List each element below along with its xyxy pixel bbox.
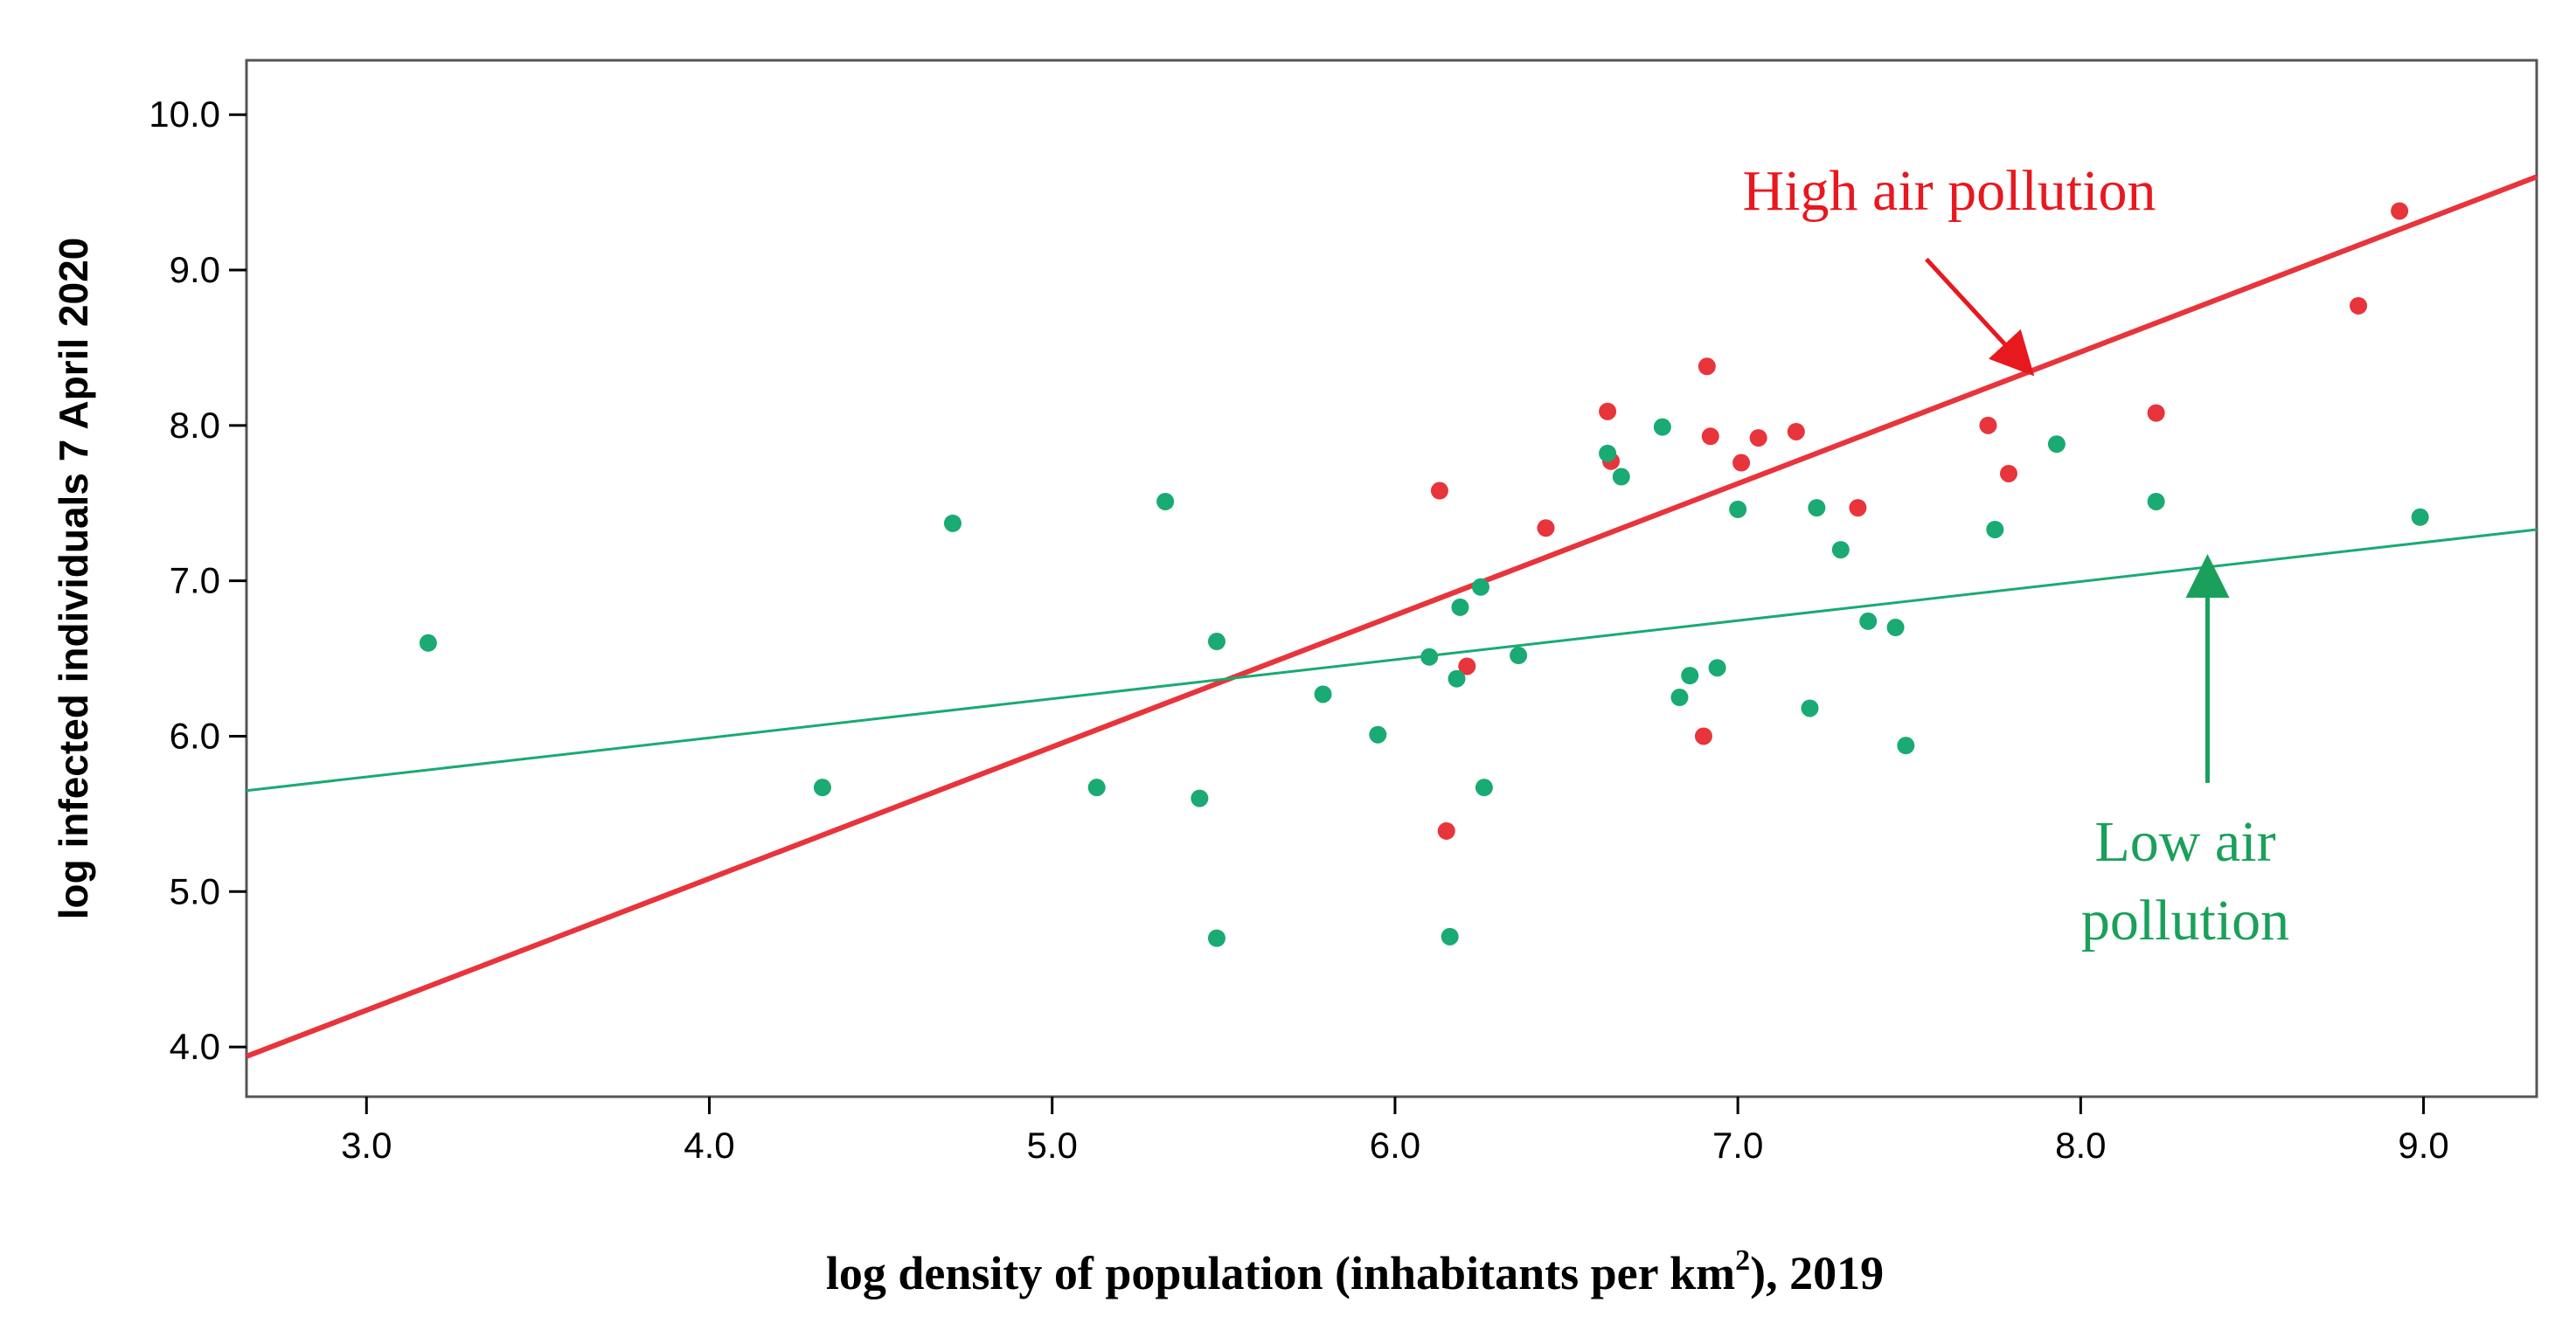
low-pollution-point bbox=[1156, 492, 1175, 510]
low-pollution-point bbox=[1670, 689, 1689, 707]
high-pollution-point bbox=[1458, 657, 1476, 675]
low-pollution-point bbox=[1708, 659, 1726, 677]
fit-lines bbox=[245, 174, 2538, 1059]
low-pollution-point bbox=[1729, 500, 1747, 518]
x-tick-label: 3.0 bbox=[341, 1125, 392, 1166]
low-pollution-point bbox=[1471, 578, 1489, 596]
low-pollution-point bbox=[1420, 648, 1439, 666]
low-pollution-point bbox=[2411, 508, 2429, 526]
x-axis: 3.0 4.0 5.0 6.0 7.0 8.0 9.0 bbox=[341, 1097, 2449, 1166]
high-pollution-point bbox=[2391, 202, 2409, 220]
low-pollution-point bbox=[1986, 520, 2004, 538]
x-tick-label: 9.0 bbox=[2398, 1125, 2448, 1166]
plot-frame bbox=[245, 59, 2538, 1098]
y-tick-label: 8.0 bbox=[170, 405, 220, 446]
low-pollution-point bbox=[1087, 779, 1106, 797]
low-pollution-point bbox=[1801, 699, 1819, 717]
high-pollution-point bbox=[1694, 727, 1712, 745]
high-pollution-point bbox=[1437, 821, 1455, 840]
low-pollution-point bbox=[1681, 667, 1699, 685]
x-axis-title-superscript: 2 bbox=[1735, 1244, 1750, 1277]
y-tick-label: 7.0 bbox=[170, 560, 220, 601]
low-pollution-point bbox=[1207, 929, 1226, 947]
low-pollution-point bbox=[1441, 927, 1459, 946]
low-pollution-label-line2: pollution bbox=[2081, 889, 2289, 953]
low-pollution-point bbox=[2047, 435, 2066, 454]
y-axis-title: log infected individuals 7 April 2020 bbox=[51, 238, 96, 920]
low-pollution-point bbox=[1448, 669, 1466, 688]
x-tick-label: 7.0 bbox=[1712, 1125, 1763, 1166]
high-pollution-point bbox=[2350, 296, 2368, 315]
high-pollution-point bbox=[1787, 422, 1805, 440]
x-tick-label: 6.0 bbox=[1370, 1125, 1420, 1166]
high-pollution-fit-line bbox=[245, 174, 2538, 1059]
x-tick-label: 5.0 bbox=[1027, 1125, 1078, 1166]
y-tick-label: 4.0 bbox=[170, 1026, 220, 1067]
y-axis: 4.0 5.0 6.0 7.0 8.0 9.0 10.0 bbox=[149, 94, 246, 1067]
low-pollution-point bbox=[1886, 619, 1905, 637]
high-pollution-point bbox=[1599, 402, 1617, 420]
y-tick-label: 10.0 bbox=[149, 94, 220, 135]
x-tick-label: 8.0 bbox=[2055, 1125, 2106, 1166]
low-pollution-point bbox=[1510, 647, 1528, 665]
low-pollution-point bbox=[1612, 468, 1630, 486]
high-pollution-point bbox=[1979, 416, 1997, 434]
high-pollution-point bbox=[1537, 519, 1555, 537]
low-pollution-point bbox=[2147, 492, 2165, 510]
high-pollution-point bbox=[1698, 357, 1716, 376]
high-pollution-point bbox=[1732, 454, 1751, 472]
high-pollution-point bbox=[1701, 427, 1719, 446]
x-axis-title: log density of population (inhabitants p… bbox=[826, 1244, 1884, 1299]
low-pollution-point bbox=[813, 779, 831, 797]
low-pollution-point bbox=[1831, 541, 1850, 559]
x-tick-label: 4.0 bbox=[684, 1125, 734, 1166]
low-pollution-point bbox=[1599, 444, 1617, 462]
low-pollution-point bbox=[1451, 598, 1469, 616]
x-axis-title-tail: ), 2019 bbox=[1750, 1247, 1884, 1299]
low-pollution-point bbox=[943, 514, 962, 532]
high-pollution-point bbox=[2147, 404, 2165, 422]
high-pollution-label: High air pollution bbox=[1743, 159, 2156, 223]
low-pollution-fit-line bbox=[246, 528, 2538, 793]
low-pollution-point bbox=[1808, 499, 1826, 517]
low-pollution-point bbox=[1653, 418, 1671, 436]
high-pollution-point bbox=[1849, 499, 1867, 517]
low-pollution-label-line1: Low air bbox=[2094, 810, 2275, 874]
low-pollution-point bbox=[1475, 779, 1493, 797]
data-points bbox=[419, 202, 2429, 947]
y-tick-label: 6.0 bbox=[170, 715, 220, 756]
low-pollution-point bbox=[1897, 737, 1915, 755]
annotations: High air pollution Low air pollution bbox=[1743, 159, 2290, 953]
y-tick-label: 5.0 bbox=[170, 870, 220, 911]
low-pollution-point bbox=[1191, 789, 1209, 807]
low-pollution-point bbox=[419, 634, 437, 652]
low-pollution-point bbox=[1369, 725, 1387, 744]
y-tick-label: 9.0 bbox=[170, 249, 220, 290]
x-axis-title-main: log density of population (inhabitants p… bbox=[826, 1247, 1735, 1299]
high-pollution-point bbox=[1749, 429, 1767, 447]
low-pollution-point bbox=[1207, 633, 1226, 651]
high-pollution-point bbox=[1999, 464, 2017, 482]
low-pollution-point bbox=[1314, 685, 1332, 703]
low-pollution-point bbox=[1859, 612, 1878, 630]
high-pollution-arrow bbox=[1925, 257, 2035, 377]
high-pollution-point bbox=[1430, 481, 1448, 500]
